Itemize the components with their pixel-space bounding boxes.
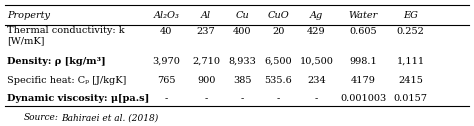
Text: 10,500: 10,500 <box>300 57 333 66</box>
Text: 234: 234 <box>307 76 326 85</box>
Text: 0.001003: 0.001003 <box>340 94 386 103</box>
Text: Al₂O₃: Al₂O₃ <box>154 11 179 20</box>
Text: 400: 400 <box>233 27 252 36</box>
Text: 765: 765 <box>157 76 176 85</box>
Text: EG: EG <box>403 11 418 20</box>
Text: 3,970: 3,970 <box>153 57 180 66</box>
Text: Density: ρ [kg/m³]: Density: ρ [kg/m³] <box>7 57 106 66</box>
Text: Cu: Cu <box>235 11 249 20</box>
Text: 0.252: 0.252 <box>397 27 424 36</box>
Text: CuO: CuO <box>267 11 289 20</box>
Text: Bahiraei et al. (2018): Bahiraei et al. (2018) <box>62 113 159 122</box>
Text: 900: 900 <box>197 76 215 85</box>
Text: -: - <box>241 94 244 103</box>
Text: 429: 429 <box>307 27 326 36</box>
Text: 1,111: 1,111 <box>396 57 425 66</box>
Text: 998.1: 998.1 <box>349 57 377 66</box>
Text: 6,500: 6,500 <box>264 57 292 66</box>
Text: 385: 385 <box>233 76 252 85</box>
Text: 2,710: 2,710 <box>192 57 220 66</box>
Text: -: - <box>277 94 280 103</box>
Text: 4179: 4179 <box>351 76 375 85</box>
Text: Al: Al <box>201 11 211 20</box>
Text: 40: 40 <box>160 27 173 36</box>
Text: Specific heat: Cₚ [J/kgK]: Specific heat: Cₚ [J/kgK] <box>7 76 127 85</box>
Text: Dynamic viscosity: μ[pa.s]: Dynamic viscosity: μ[pa.s] <box>7 94 149 103</box>
Text: 8,933: 8,933 <box>228 57 256 66</box>
Text: 237: 237 <box>197 27 216 36</box>
Text: 2415: 2415 <box>398 76 423 85</box>
Text: Thermal conductivity: k
[W/mK]: Thermal conductivity: k [W/mK] <box>7 26 125 46</box>
Text: 535.6: 535.6 <box>264 76 292 85</box>
Text: Ag: Ag <box>310 11 323 20</box>
Text: Source:: Source: <box>24 113 59 122</box>
Text: -: - <box>205 94 208 103</box>
Text: -: - <box>165 94 168 103</box>
Text: 20: 20 <box>272 27 284 36</box>
Text: Water: Water <box>348 11 378 20</box>
Text: Property: Property <box>7 11 50 20</box>
Text: -: - <box>315 94 318 103</box>
Text: 0.605: 0.605 <box>349 27 377 36</box>
Text: 0.0157: 0.0157 <box>393 94 428 103</box>
